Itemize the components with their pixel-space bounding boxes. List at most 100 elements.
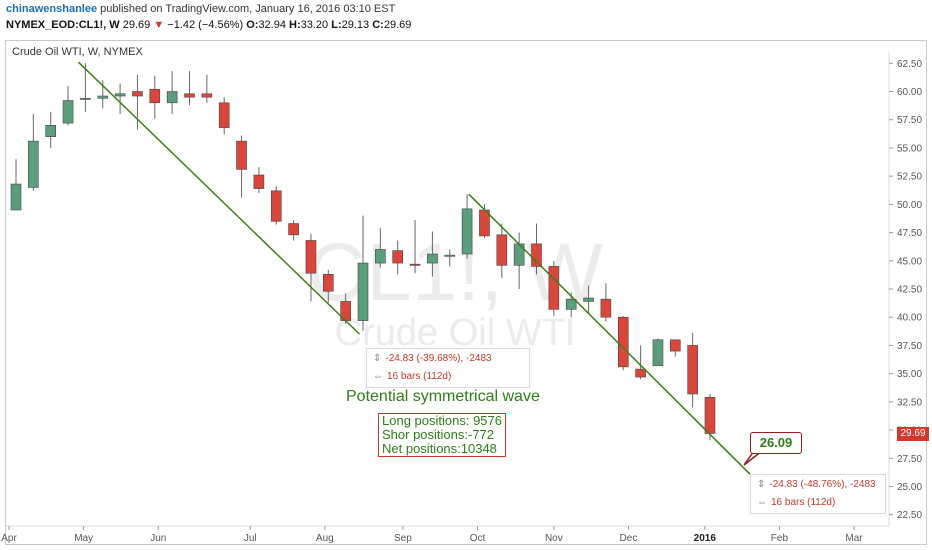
candle[interactable] bbox=[687, 333, 698, 408]
candle[interactable] bbox=[427, 231, 438, 277]
candle[interactable] bbox=[635, 345, 646, 380]
range-icon: ⇕ bbox=[757, 479, 766, 490]
candle[interactable] bbox=[288, 220, 299, 241]
low-label: L: bbox=[331, 19, 342, 31]
candle[interactable] bbox=[149, 75, 161, 119]
candle-body-down bbox=[149, 88, 161, 104]
y-tick-label: 50.00 bbox=[897, 200, 922, 211]
bars-icon: ⇔ bbox=[757, 497, 767, 508]
candle-body-down bbox=[669, 339, 681, 352]
published-text: published on TradingView.com, January 16… bbox=[100, 3, 396, 15]
candle[interactable] bbox=[236, 135, 247, 198]
candle[interactable] bbox=[704, 393, 716, 441]
candle[interactable] bbox=[201, 74, 213, 103]
candle[interactable] bbox=[184, 71, 195, 106]
candle[interactable] bbox=[617, 316, 629, 371]
candle-body-up bbox=[461, 208, 473, 255]
author-link[interactable]: chinawenshanlee bbox=[6, 3, 98, 15]
candle[interactable] bbox=[62, 85, 74, 126]
candle[interactable] bbox=[132, 74, 143, 130]
y-tick-label: 27.50 bbox=[897, 454, 922, 465]
x-tick-label: Apr bbox=[1, 533, 17, 544]
price-axis[interactable]: 62.50 60.00 57.50 55.00 52.50 50.00 47.50 45.00… bbox=[889, 59, 922, 521]
trendline[interactable] bbox=[468, 193, 751, 475]
target-callout[interactable]: 26.09 bbox=[750, 432, 802, 454]
candle-body-down bbox=[531, 243, 542, 267]
candle[interactable] bbox=[531, 223, 542, 275]
open-label: O: bbox=[246, 19, 259, 31]
candle-body-down bbox=[218, 102, 230, 128]
watermark: CL1!, W Crude Oil WTI bbox=[307, 227, 604, 354]
candle[interactable] bbox=[444, 249, 456, 267]
candle[interactable] bbox=[409, 220, 421, 274]
candle[interactable] bbox=[392, 240, 404, 275]
x-tick-label: Jul bbox=[244, 533, 257, 544]
x-tick-label: May bbox=[74, 533, 93, 544]
candle[interactable] bbox=[496, 223, 508, 278]
publisher-line: chinawenshanlee published on TradingView… bbox=[6, 2, 395, 17]
candle[interactable] bbox=[218, 97, 230, 135]
candle[interactable] bbox=[583, 285, 594, 314]
candle[interactable] bbox=[322, 269, 334, 303]
chart-frame bbox=[5, 40, 927, 545]
low-value: 29.13 bbox=[341, 19, 370, 31]
x-tick-label: Dec bbox=[620, 533, 638, 544]
candle[interactable] bbox=[114, 83, 126, 115]
measure-box-2[interactable]: ⇕ -24.83 (-48.76%), -2483 ⇔ 16 bars (112d) bbox=[750, 474, 886, 514]
trendlines[interactable] bbox=[77, 61, 751, 475]
candle[interactable] bbox=[10, 159, 22, 211]
candle[interactable] bbox=[97, 80, 109, 109]
y-tick-label: 22.50 bbox=[897, 510, 922, 521]
candle[interactable] bbox=[548, 260, 560, 317]
high-value: 33.20 bbox=[300, 19, 329, 31]
candle-body-down bbox=[322, 274, 334, 292]
x-tick-label: Nov bbox=[545, 533, 563, 544]
candle-body-up bbox=[427, 253, 438, 264]
last-price-tag: 29.69 bbox=[897, 426, 929, 441]
long-positions: Long positions: 9576 bbox=[382, 413, 502, 428]
candles bbox=[10, 63, 716, 441]
candle-body-down bbox=[704, 397, 716, 434]
candle[interactable] bbox=[305, 233, 317, 302]
candle-body-down bbox=[409, 263, 421, 266]
x-tick-label: 2016 bbox=[694, 533, 717, 544]
positions-box: Long positions: 9576 Shor positions:-772… bbox=[378, 413, 506, 457]
candle[interactable] bbox=[28, 114, 39, 191]
candle[interactable] bbox=[253, 167, 265, 194]
candle[interactable] bbox=[166, 71, 178, 115]
candle-body-up bbox=[10, 183, 22, 211]
measure-box-1[interactable]: ⇕ -24.83 (-39.68%), -2483 ⇔ 16 bars (112d) bbox=[366, 348, 530, 388]
trendline[interactable] bbox=[77, 61, 361, 335]
net-positions: Net positions:10348 bbox=[382, 441, 497, 456]
open-value: 32.94 bbox=[258, 19, 286, 31]
y-tick-label: 57.50 bbox=[897, 115, 922, 126]
candle-body-down bbox=[496, 234, 508, 266]
candle-body-down bbox=[392, 250, 404, 264]
watermark-name: Crude Oil WTI bbox=[335, 312, 576, 354]
candle[interactable] bbox=[45, 111, 57, 148]
y-tick-label: 52.50 bbox=[897, 172, 922, 183]
bars-icon: ⇔ bbox=[373, 371, 383, 382]
candle-body-down bbox=[687, 345, 698, 395]
candle-body-down bbox=[288, 223, 299, 236]
candle[interactable] bbox=[80, 63, 91, 112]
candle[interactable] bbox=[357, 215, 369, 331]
candle[interactable] bbox=[461, 194, 473, 259]
y-tick-label: 45.00 bbox=[897, 256, 922, 267]
candle-body-up bbox=[583, 297, 594, 302]
candle[interactable] bbox=[270, 186, 282, 225]
ohlc-line: NYMEX_EOD:CL1!, W 29.69 ▼ −1.42 (−4.56%)… bbox=[6, 18, 411, 33]
candle-body-down bbox=[201, 93, 213, 98]
x-tick-label: Sep bbox=[394, 533, 412, 544]
candle[interactable] bbox=[600, 283, 612, 322]
close-value: 29.69 bbox=[383, 19, 412, 31]
time-axis[interactable]: Apr May Jun Jul Aug Sep Oct Nov Dec 2016 Feb Mar bbox=[1, 526, 863, 544]
candle[interactable] bbox=[669, 339, 681, 357]
y-tick-label: 60.00 bbox=[897, 87, 922, 98]
candle-body-down bbox=[548, 266, 560, 310]
candle[interactable] bbox=[652, 338, 664, 367]
candle-body-up bbox=[166, 91, 178, 104]
candle-body-down bbox=[132, 91, 143, 97]
candle[interactable] bbox=[375, 228, 386, 268]
